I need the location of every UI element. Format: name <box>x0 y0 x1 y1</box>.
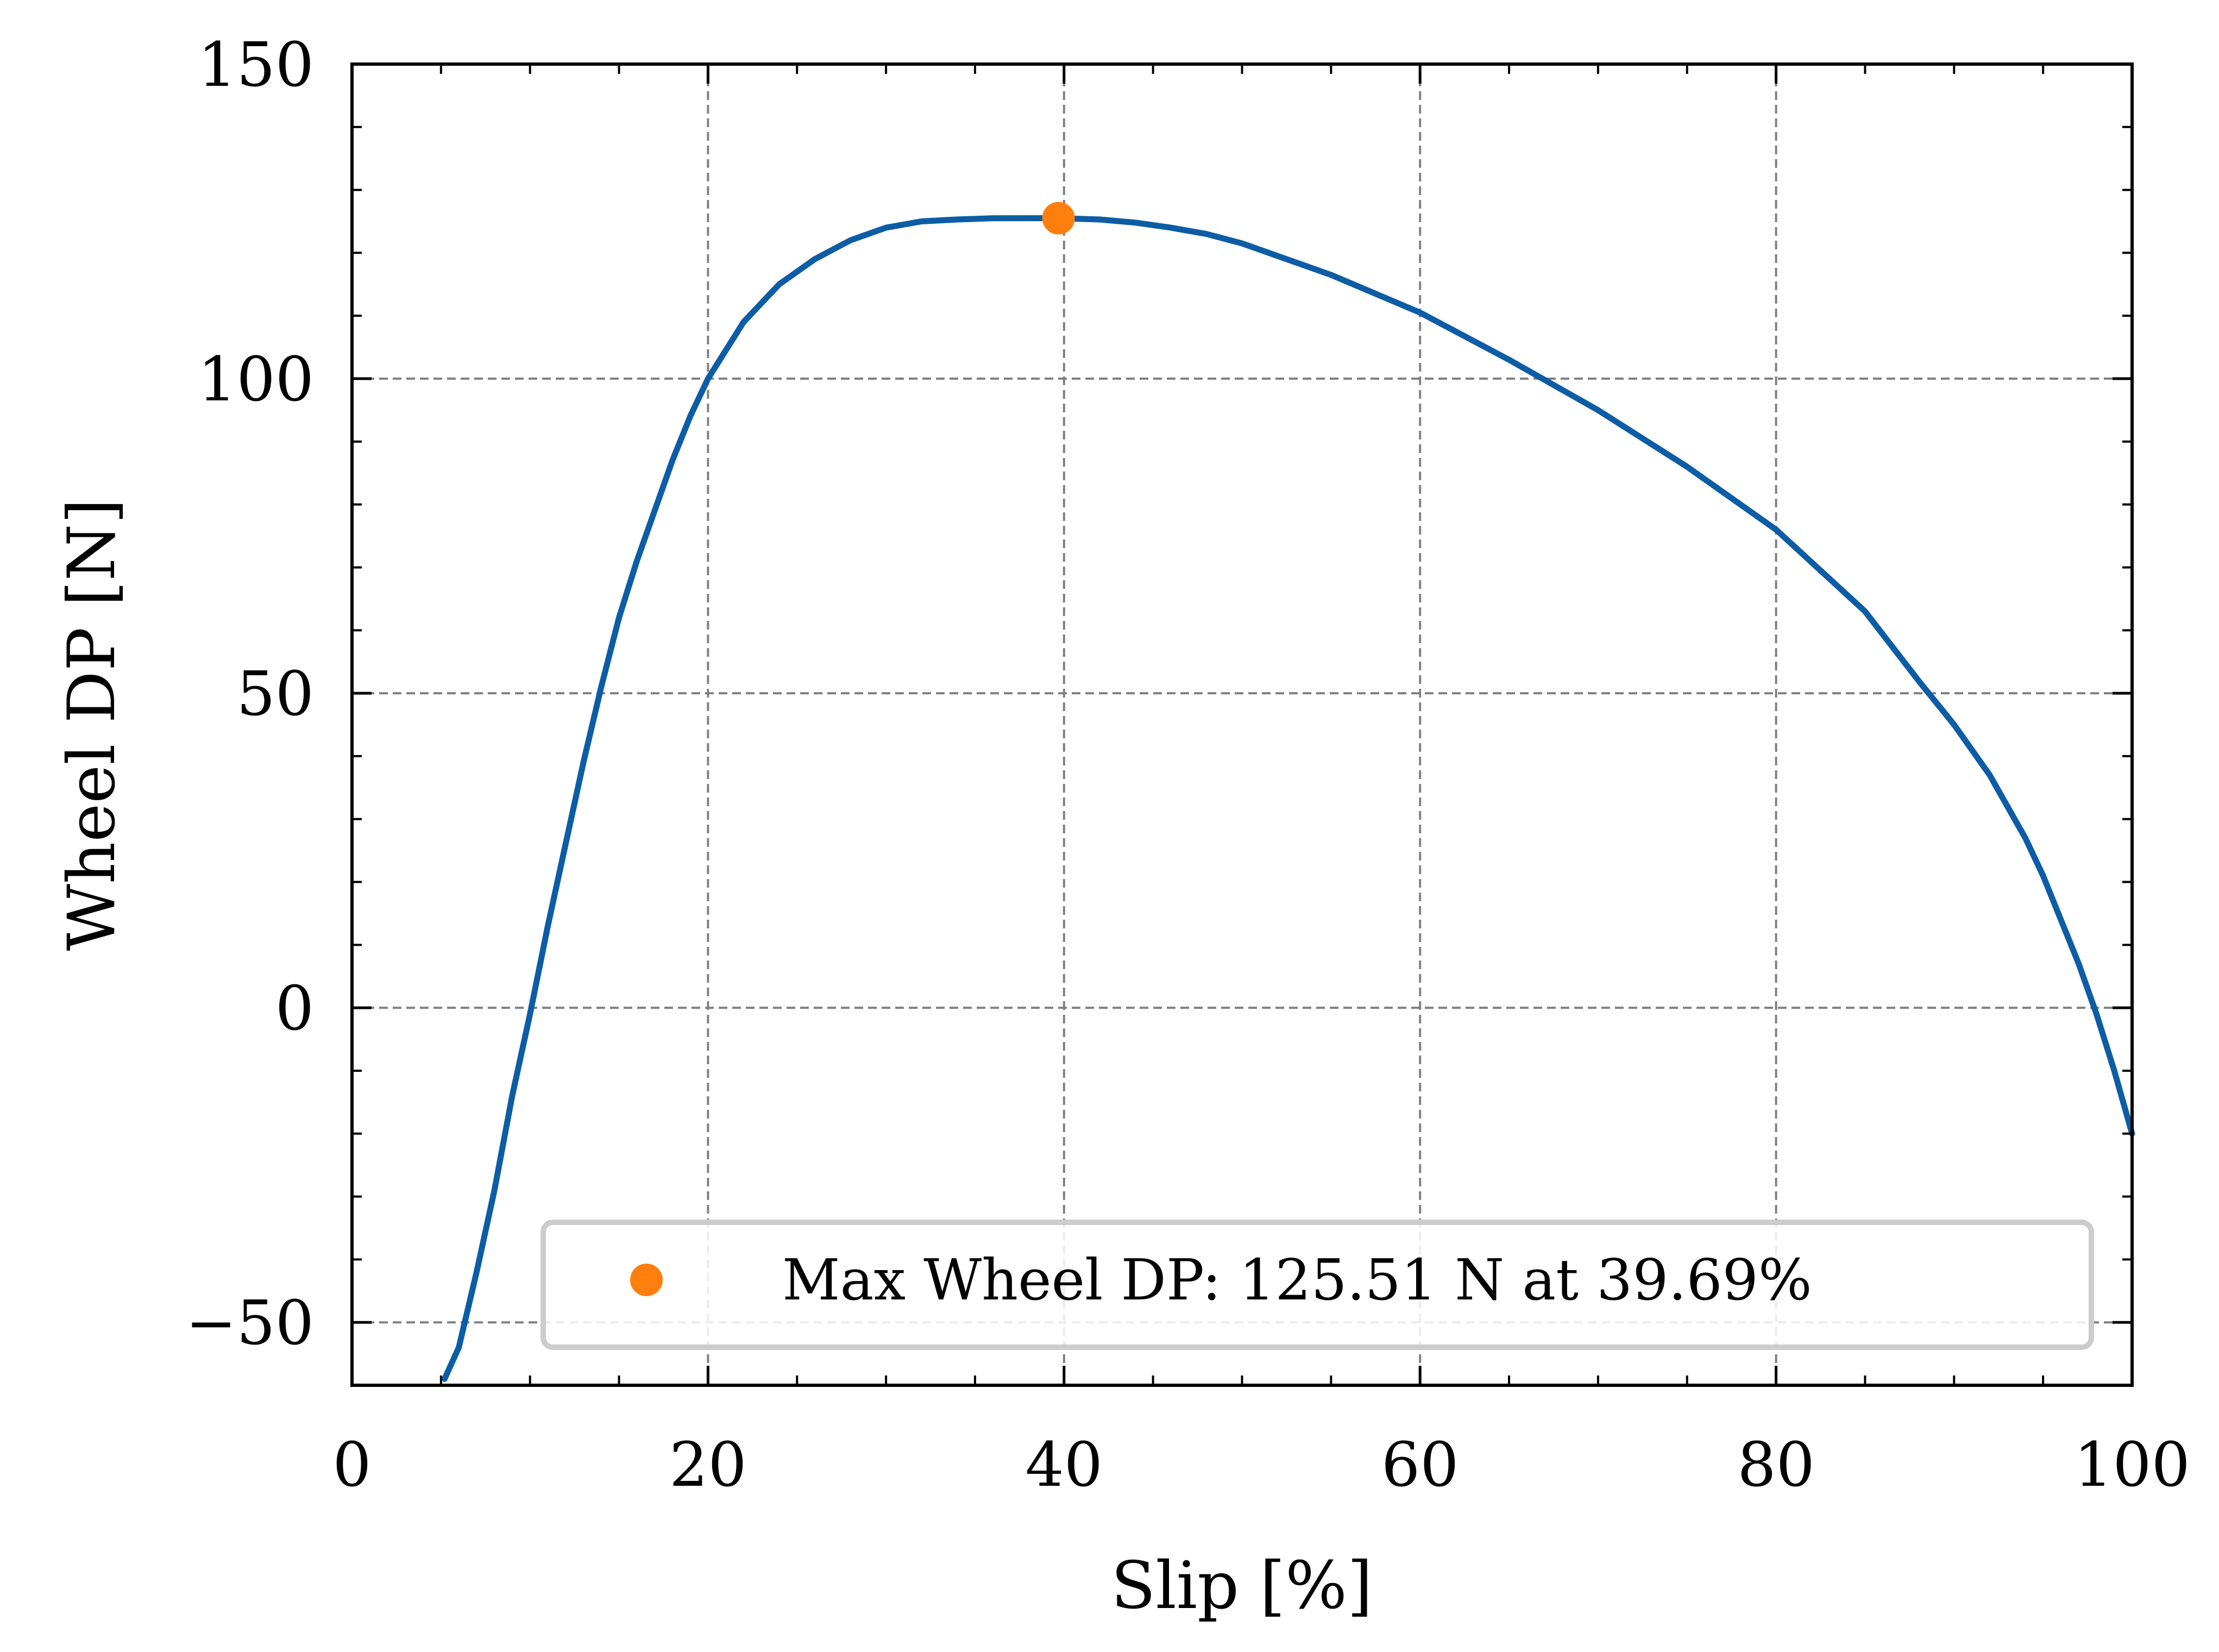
y-axis-title: Wheel DP [N] <box>54 499 130 951</box>
x-tick-label: 0 <box>332 1430 371 1500</box>
grid <box>352 64 2132 1385</box>
series-layer <box>441 202 2135 1382</box>
y-tick-label: 0 <box>275 973 314 1044</box>
x-tick-label: 100 <box>2074 1430 2190 1500</box>
legend-box <box>540 1220 2094 1350</box>
series-line <box>441 215 2135 1382</box>
y-tick-label: 50 <box>236 659 314 730</box>
tick-labels: 0 20 40 60 80 100 −50 0 50 100 150 <box>186 30 2190 1500</box>
legend: Max Wheel DP: 125.51 N at 39.69% <box>540 1220 2094 1350</box>
legend-entry-label: Max Wheel DP: 125.51 N at 39.69% <box>782 1247 1812 1313</box>
ticks <box>350 62 2134 1386</box>
max-point-marker <box>1042 202 1075 235</box>
y-tick-label: 150 <box>198 30 314 100</box>
x-axis-title: Slip [%] <box>1111 1548 1373 1624</box>
y-tick-label: −50 <box>186 1288 314 1359</box>
x-tick-label: 40 <box>1026 1430 1103 1500</box>
plot-frame <box>350 62 2134 1387</box>
x-tick-label: 20 <box>669 1430 747 1500</box>
x-tick-label: 60 <box>1381 1430 1459 1500</box>
x-tick-label: 80 <box>1737 1430 1815 1500</box>
legend-marker <box>630 1264 663 1296</box>
y-tick-label: 100 <box>198 344 314 415</box>
